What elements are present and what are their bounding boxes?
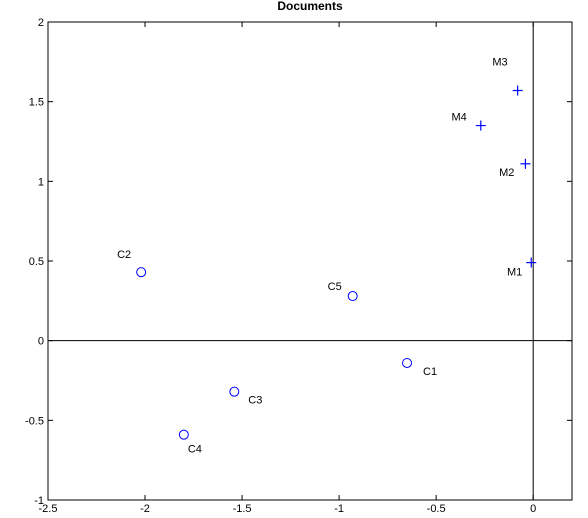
- y-tick-label: -1: [34, 495, 44, 507]
- y-tick-label: 1: [38, 176, 44, 188]
- point-c4: [178, 429, 189, 440]
- point-label: M3: [492, 57, 507, 69]
- plot-area: [47, 21, 573, 501]
- point-m2: [520, 158, 531, 169]
- point-m3: [512, 85, 523, 96]
- point-label: M1: [507, 267, 522, 279]
- point-c5: [347, 291, 358, 302]
- point-label: M2: [499, 167, 514, 179]
- point-label: C4: [188, 444, 202, 456]
- point-m4: [475, 120, 486, 131]
- x-tick-label: 0: [530, 503, 536, 515]
- chart-title: Documents: [277, 0, 343, 13]
- data-points: C1 C2 C3 C4 C5 M1 M2 M3 M4: [117, 57, 537, 456]
- point-c1: [402, 357, 413, 368]
- point-m1: [526, 257, 537, 268]
- y-tick-label: -0.5: [25, 415, 44, 427]
- point-label: C5: [328, 281, 342, 293]
- y-tick-label: 0.5: [29, 256, 44, 268]
- point-label: M4: [452, 112, 467, 124]
- y-tick-label: 1.5: [29, 97, 44, 109]
- y-tick-label: 0: [38, 336, 44, 348]
- x-tick-label: -2: [140, 503, 150, 515]
- point-c2: [136, 267, 147, 278]
- axes-layer: -2.5 -2 -1.5 -1 -0.5 0 -1 -0.5 0 0.5 1 1.5 2: [25, 17, 572, 515]
- point-label: C2: [117, 249, 131, 261]
- x-tick-label: -1: [334, 503, 344, 515]
- x-tick-label: -1.5: [233, 503, 252, 515]
- y-tick-label: 2: [38, 17, 44, 29]
- x-tick-label: -2.5: [39, 503, 58, 515]
- point-c3: [229, 386, 240, 397]
- point-label: C3: [248, 395, 262, 407]
- point-label: C1: [423, 366, 437, 378]
- reference-lines: [48, 22, 572, 500]
- x-tick-label: -0.5: [427, 503, 446, 515]
